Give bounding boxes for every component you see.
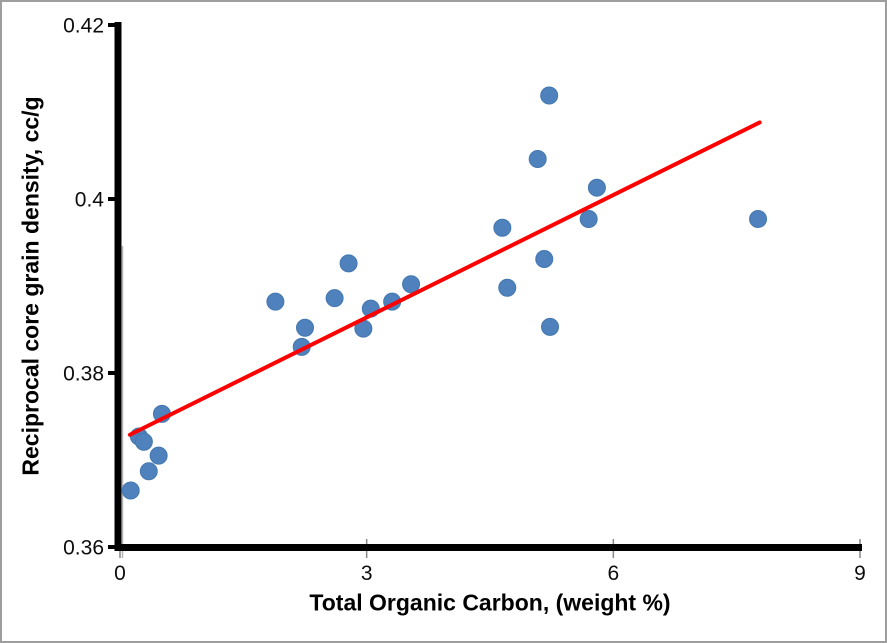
- data-point: [134, 432, 153, 451]
- x-tick-label: 9: [854, 562, 866, 585]
- data-point: [587, 178, 606, 197]
- data-point: [325, 289, 344, 308]
- data-point: [541, 317, 560, 336]
- data-point: [266, 292, 285, 311]
- data-point: [493, 218, 512, 237]
- data-point: [749, 210, 768, 229]
- data-point: [121, 481, 140, 500]
- data-point: [528, 149, 547, 168]
- data-point: [579, 210, 598, 229]
- data-point: [535, 250, 554, 269]
- x-axis-title: Total Organic Carbon, (weight %): [309, 589, 671, 616]
- data-point: [498, 278, 517, 297]
- y-tick-label: 0.4: [75, 189, 105, 212]
- data-point: [540, 86, 559, 105]
- x-tick-label: 3: [361, 562, 373, 585]
- data-point: [339, 254, 358, 273]
- y-tick-label: 0.38: [63, 363, 104, 386]
- y-tick-label: 0.36: [63, 537, 104, 560]
- data-point: [296, 318, 314, 337]
- x-tick-label: 0: [114, 562, 126, 585]
- x-tick-label: 6: [607, 562, 619, 585]
- trend-line: [127, 120, 762, 437]
- data-point: [149, 446, 168, 465]
- data-point: [139, 462, 158, 481]
- y-axis-title: Reciprocal core grain density, cc/g: [17, 96, 44, 476]
- y-tick-label: 0.42: [63, 15, 104, 38]
- data-point: [402, 275, 421, 294]
